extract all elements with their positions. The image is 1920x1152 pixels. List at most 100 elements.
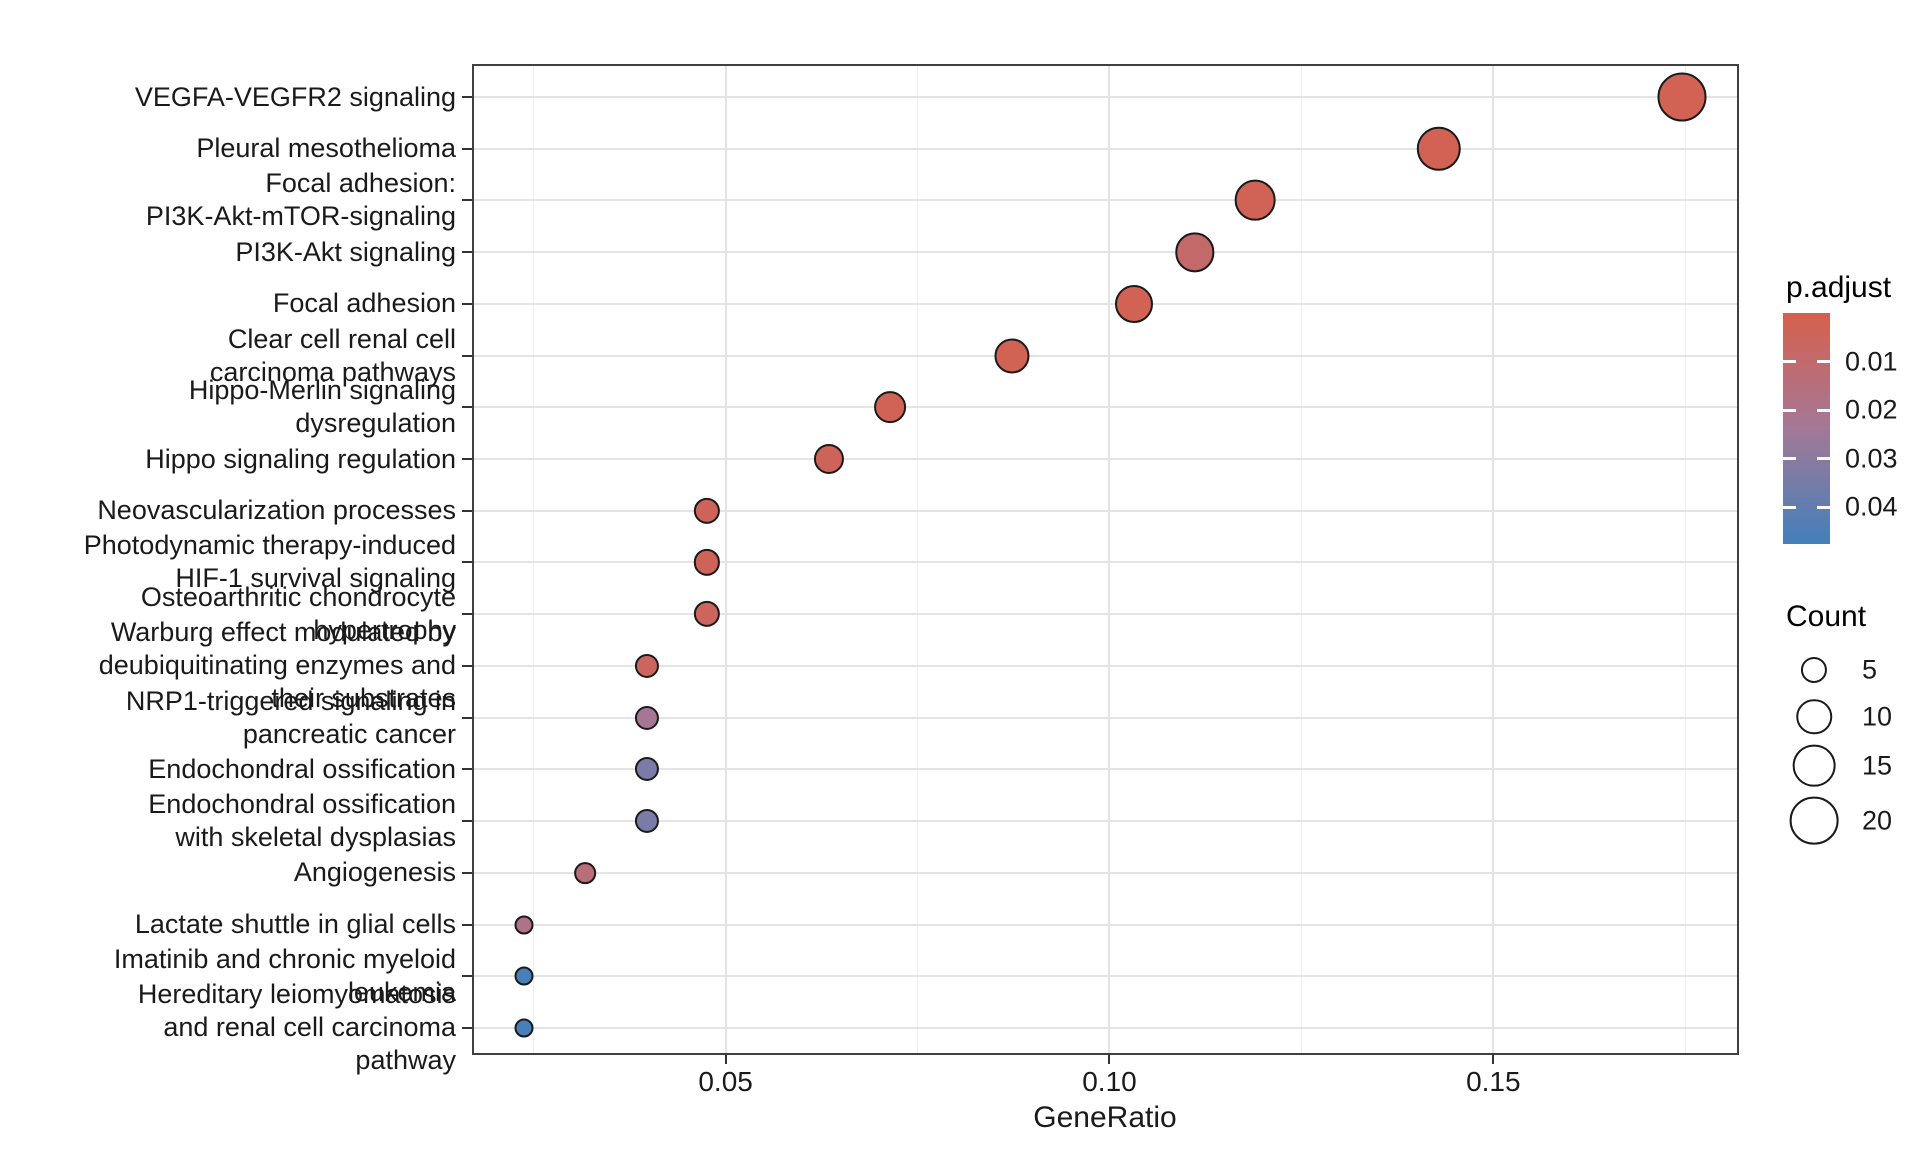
v-gridline-minor [1300,65,1303,1053]
data-dot [634,653,659,678]
y-axis-tick [462,406,472,409]
x-axis-title: GeneRatio [1033,1101,1177,1134]
data-dot [514,1018,534,1038]
data-dot [634,809,659,834]
y-axis-label-line: Endochondral ossification [148,789,456,820]
y-axis-label-line: HIF-1 survival signaling [175,563,456,594]
y-axis-tick [462,716,472,719]
padjust-tick-mark [1817,505,1830,509]
y-axis-label-line: PI3K-Akt-mTOR-signaling [145,201,456,232]
y-axis-tick [462,871,472,874]
y-axis-label-line: carcinoma pathways [209,356,456,387]
count-legend-circle [1792,744,1836,787]
x-tick-label: 0.05 [698,1066,753,1097]
y-axis-label-line: Focal adhesion: [265,168,456,199]
h-gridline [473,923,1737,926]
h-gridline [473,613,1737,616]
y-axis-label-line: PI3K-Akt signaling [235,236,456,267]
x-axis-tick [1492,1054,1495,1064]
y-axis-label: VEGFA-VEGFR2 signaling [0,81,456,114]
y-axis-tick [462,664,472,667]
v-gridline-minor [1684,65,1686,1053]
y-axis-label-line: leukemia [347,977,456,1008]
y-axis-tick [462,96,472,98]
y-axis-label-line: pancreatic cancer [242,718,456,749]
data-dot [574,861,596,884]
padjust-tick-mark [1783,457,1796,461]
y-axis-tick [462,820,472,823]
x-tick-label: 0.10 [1082,1066,1137,1097]
y-axis-label-line: Neovascularization processes [97,495,456,526]
y-axis-label-line: Hereditary leiomyomatosis [137,979,456,1010]
data-dot [634,705,659,730]
y-axis-label-line: VEGFA-VEGFR2 signaling [134,81,456,112]
h-gridline [473,251,1737,254]
count-legend-circle [1789,796,1839,845]
y-axis-label: Focal adhesion: PI3K-Akt-mTOR-signaling [0,167,456,233]
y-axis-label: Warburg effect modulated by deubiquitinat… [0,616,456,715]
y-axis-label: Endochondral ossification [0,753,456,786]
h-gridline [473,664,1737,667]
count-legend-circle [1796,698,1832,735]
y-axis-label-line: Endochondral ossification [148,753,456,784]
padjust-tick-label: 0.01 [1845,346,1898,377]
y-axis-label-line: with skeletal dysplasias [175,822,456,853]
y-axis-label-line: Imatinib and chronic myeloid [113,944,456,975]
y-axis-label: Hippo signaling regulation [0,443,456,476]
y-axis-label-line: hypertrophy [313,615,456,646]
y-axis-tick [462,613,472,616]
h-gridline [473,199,1737,202]
h-gridline [473,147,1737,150]
count-legend-circle [1800,656,1828,684]
y-axis-label: Osteoarthritic chondrocyte hypertrophy [0,581,456,647]
y-axis-label: Endochondral ossification with skeletal d… [0,788,456,854]
data-dot [694,601,721,628]
y-axis-label-line: and renal cell carcinoma [163,1012,456,1043]
y-axis-tick [462,923,472,926]
y-axis-label: Imatinib and chronic myeloid leukemia [0,943,456,1009]
y-axis-tick [462,354,472,357]
y-axis-label: Focal adhesion [0,287,456,320]
y-axis-label: Clear cell renal cell carcinoma pathways [0,323,456,389]
padjust-tick-mark [1817,457,1830,461]
y-axis-label-line: Lactate shuttle in glial cells [134,909,456,940]
h-gridline [473,96,1737,98]
padjust-tick-mark [1783,408,1796,412]
padjust-tick-label: 0.04 [1845,491,1898,522]
y-axis-label: Angiogenesis [0,856,456,889]
y-axis-label: Photodynamic therapy-induced HIF-1 surviv… [0,529,456,595]
data-dot [1115,284,1154,323]
h-gridline [473,1026,1737,1029]
x-tick-label: 0.15 [1466,1066,1521,1097]
data-dot [694,549,721,576]
y-axis-label-line: Focal adhesion [272,288,456,319]
y-axis-label: NRP1-triggered signaling in pancreatic ca… [0,685,456,751]
y-axis-label-line: Angiogenesis [293,857,456,888]
y-axis-tick [462,458,472,461]
y-axis-label: Neovascularization processes [0,494,456,527]
y-axis-label-line: Warburg effect modulated by [110,617,456,648]
y-axis-label: Hereditary leiomyomatosis and renal cell … [0,978,456,1077]
h-gridline [473,871,1737,874]
y-axis-tick [462,302,472,305]
count-legend-title: Count [1786,600,1867,633]
data-dot [694,497,721,524]
y-axis-label-line: Pleural mesothelioma [196,133,456,164]
count-legend-label: 15 [1862,750,1893,780]
v-gridline-minor [532,65,535,1053]
y-axis-label-line: Photodynamic therapy-induced [83,530,456,561]
y-axis-tick [462,147,472,150]
count-legend-label: 10 [1862,701,1893,731]
h-gridline [473,406,1737,409]
padjust-tick-mark [1817,408,1830,412]
y-axis-label: Lactate shuttle in glial cells [0,908,456,941]
padjust-tick-mark [1783,505,1796,509]
h-gridline [473,820,1737,823]
y-axis-tick [462,975,472,978]
data-dot [994,338,1030,374]
h-gridline [473,354,1737,357]
plot-panel [471,63,1739,1055]
y-axis-tick [462,1026,472,1029]
v-gridline-minor [916,65,919,1053]
v-gridline-major [1108,65,1111,1053]
